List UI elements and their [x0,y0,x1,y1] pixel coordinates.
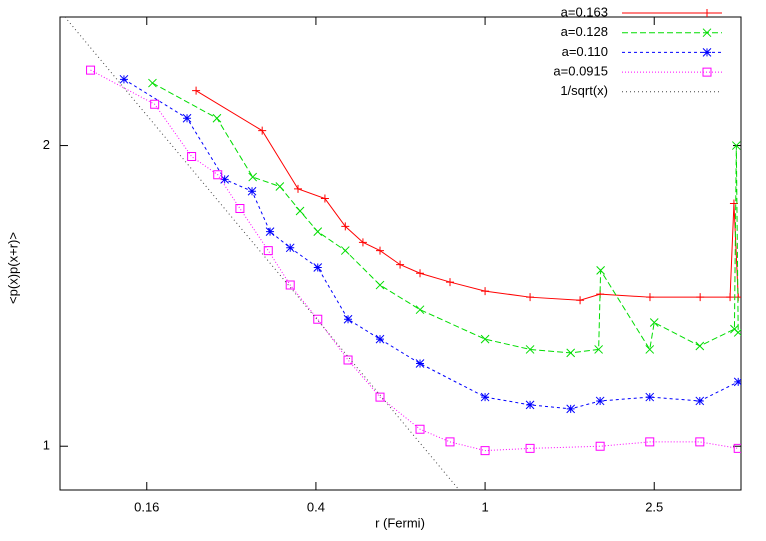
point-marker [703,9,711,17]
plot-area [64,17,741,490]
point-marker [340,246,350,255]
point-marker [480,392,490,402]
point-marker [415,305,425,315]
point-marker [415,424,425,434]
point-marker [343,355,353,365]
point-marker [150,99,160,109]
point-marker [526,293,535,302]
point-marker [375,392,385,402]
point-marker [320,194,329,203]
point-marker [595,396,605,406]
point-marker [263,246,273,256]
series-line [90,69,739,452]
point-marker [213,170,223,180]
point-marker [726,293,735,302]
x-axis-label: r (Fermi) [375,515,425,530]
series-line [152,82,739,354]
point-marker [258,126,267,135]
point-marker [235,203,245,213]
point-marker [341,222,350,231]
legend-label: a=0.0915 [553,64,608,79]
point-marker [576,296,585,305]
point-marker [313,314,323,324]
point-marker [480,334,490,344]
point-marker [702,48,712,57]
x-tick-label: 2.5 [645,499,663,514]
point-marker [596,265,605,275]
point-marker [295,206,305,216]
y-tick-label: 1 [43,438,50,453]
point-marker [566,348,576,358]
point-marker [702,28,712,38]
point-marker [248,172,258,182]
point-marker [480,446,490,456]
point-marker [446,278,455,287]
point-marker [649,318,659,327]
point-marker [182,113,192,123]
point-marker [525,443,535,453]
point-marker [702,67,712,77]
point-marker [645,345,655,354]
point-marker [645,437,655,447]
point-marker [645,392,655,402]
point-marker [525,400,535,410]
point-marker [313,263,323,272]
point-marker [86,65,96,75]
legend-label: 1/sqrt(x) [560,83,608,98]
point-marker [212,113,222,123]
point-marker [265,227,275,236]
point-marker [192,86,201,95]
point-marker [416,269,425,278]
series-line [195,90,739,301]
y-axis-label: <p(x)p(x+r)> [5,232,20,304]
point-marker [594,345,603,354]
x-tick-label: 0.4 [307,499,325,514]
y-tick-label: 2 [43,137,50,152]
point-marker [595,441,605,451]
legend-label: a=0.128 [561,24,608,39]
point-marker [375,280,385,290]
point-marker [445,437,455,447]
point-marker [396,260,405,269]
point-marker [285,280,295,290]
legend-label: a=0.163 [561,4,608,19]
point-marker [148,78,157,88]
point-marker [343,314,353,324]
point-marker [119,74,129,84]
point-marker [566,404,576,414]
point-marker [731,141,741,150]
point-marker [695,341,705,351]
legend-label: a=0.110 [562,44,608,59]
point-marker [695,396,705,406]
point-marker [733,443,741,453]
point-marker [376,246,385,255]
point-marker [696,293,705,302]
point-marker [733,328,741,337]
x-tick-label: 1 [481,499,488,514]
point-marker [275,182,285,191]
point-marker [247,186,257,196]
plot-frame [59,16,742,491]
point-marker [313,227,323,236]
point-marker [220,175,230,184]
point-marker [187,152,197,162]
point-marker [481,287,490,296]
x-tick-label: 0.16 [134,499,159,514]
point-marker [695,437,705,447]
point-marker [645,293,654,302]
point-marker [525,345,535,354]
point-marker [375,334,385,344]
point-marker [358,238,367,247]
point-marker [415,359,425,368]
series-line [64,17,460,490]
point-marker [733,377,741,387]
point-marker [285,243,295,253]
point-marker [294,184,303,193]
series-line [123,78,739,410]
